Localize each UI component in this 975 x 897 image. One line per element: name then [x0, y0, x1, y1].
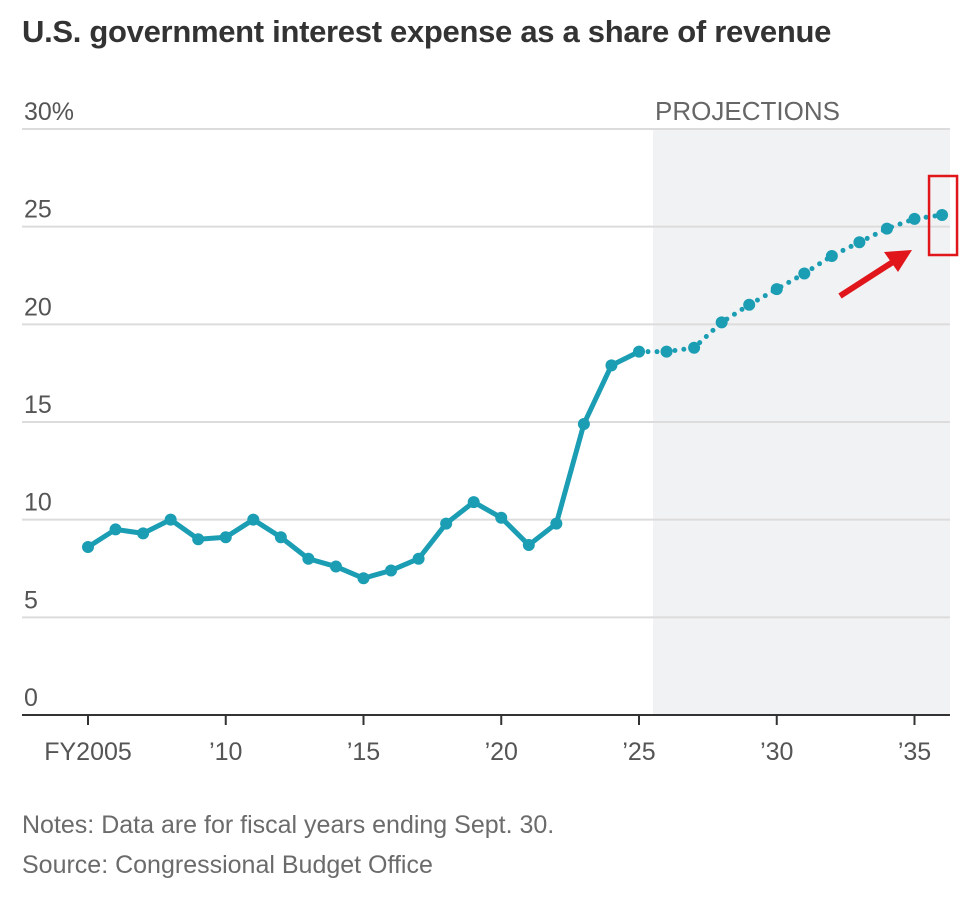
data-point: [137, 527, 150, 540]
data-point: [495, 511, 508, 524]
data-point: [247, 513, 260, 526]
data-point: [853, 236, 866, 249]
x-tick-label: ’15: [347, 738, 380, 766]
y-tick-label: 20: [24, 293, 52, 321]
data-point: [743, 298, 756, 311]
x-tick-label: ’20: [485, 738, 518, 766]
data-point: [412, 552, 425, 565]
y-tick-label: 30%: [24, 98, 74, 126]
data-point: [936, 208, 949, 221]
data-point: [577, 417, 590, 430]
data-point: [825, 249, 838, 262]
data-point: [605, 359, 618, 372]
y-tick-label: 25: [24, 196, 52, 224]
historical-line: [86, 349, 641, 581]
projection-label: PROJECTIONS: [655, 96, 840, 126]
y-tick-label: 5: [24, 586, 38, 614]
data-point: [329, 560, 342, 573]
data-point: [302, 552, 315, 565]
arrow-head: [884, 250, 912, 272]
y-tick-label: 0: [24, 684, 38, 712]
data-point: [385, 564, 398, 577]
data-point: [880, 222, 893, 235]
x-tick-label: ’25: [622, 738, 655, 766]
data-point: [633, 345, 645, 358]
data-point: [109, 523, 122, 536]
data-point: [164, 513, 177, 526]
data-point: [274, 531, 287, 544]
data-point: [440, 517, 453, 530]
chart-source: Source: Congressional Budget Office: [22, 851, 433, 879]
chart-title: U.S. government interest expense as a sh…: [22, 14, 832, 49]
data-point: [219, 531, 232, 544]
arrow-shaft: [838, 257, 898, 299]
chart-notes: Notes: Data are for fiscal years ending …: [22, 811, 555, 839]
highlight-box: [927, 174, 959, 257]
data-point: [192, 533, 205, 546]
data-point: [660, 345, 673, 358]
data-point: [688, 341, 701, 354]
x-tick-label: FY2005: [44, 738, 132, 766]
data-point: [908, 212, 921, 225]
data-point: [522, 539, 535, 552]
y-tick-label: 15: [24, 391, 52, 419]
data-point: [770, 283, 783, 296]
data-point: [357, 572, 370, 585]
data-point: [715, 316, 728, 329]
y-tick-label: 10: [24, 489, 52, 517]
line-chart: PROJECTIONS 0 5 10 15 20 25 30% FY2005 ’10 ’15 ’20 ’…: [22, 96, 959, 766]
data-point: [550, 517, 563, 530]
x-tick-label: ’10: [209, 738, 242, 766]
data-point: [467, 496, 480, 509]
x-tick-label: ’35: [898, 738, 931, 766]
data-point: [798, 267, 811, 280]
data-point: [82, 541, 94, 554]
x-tick-label: ’30: [760, 738, 793, 766]
